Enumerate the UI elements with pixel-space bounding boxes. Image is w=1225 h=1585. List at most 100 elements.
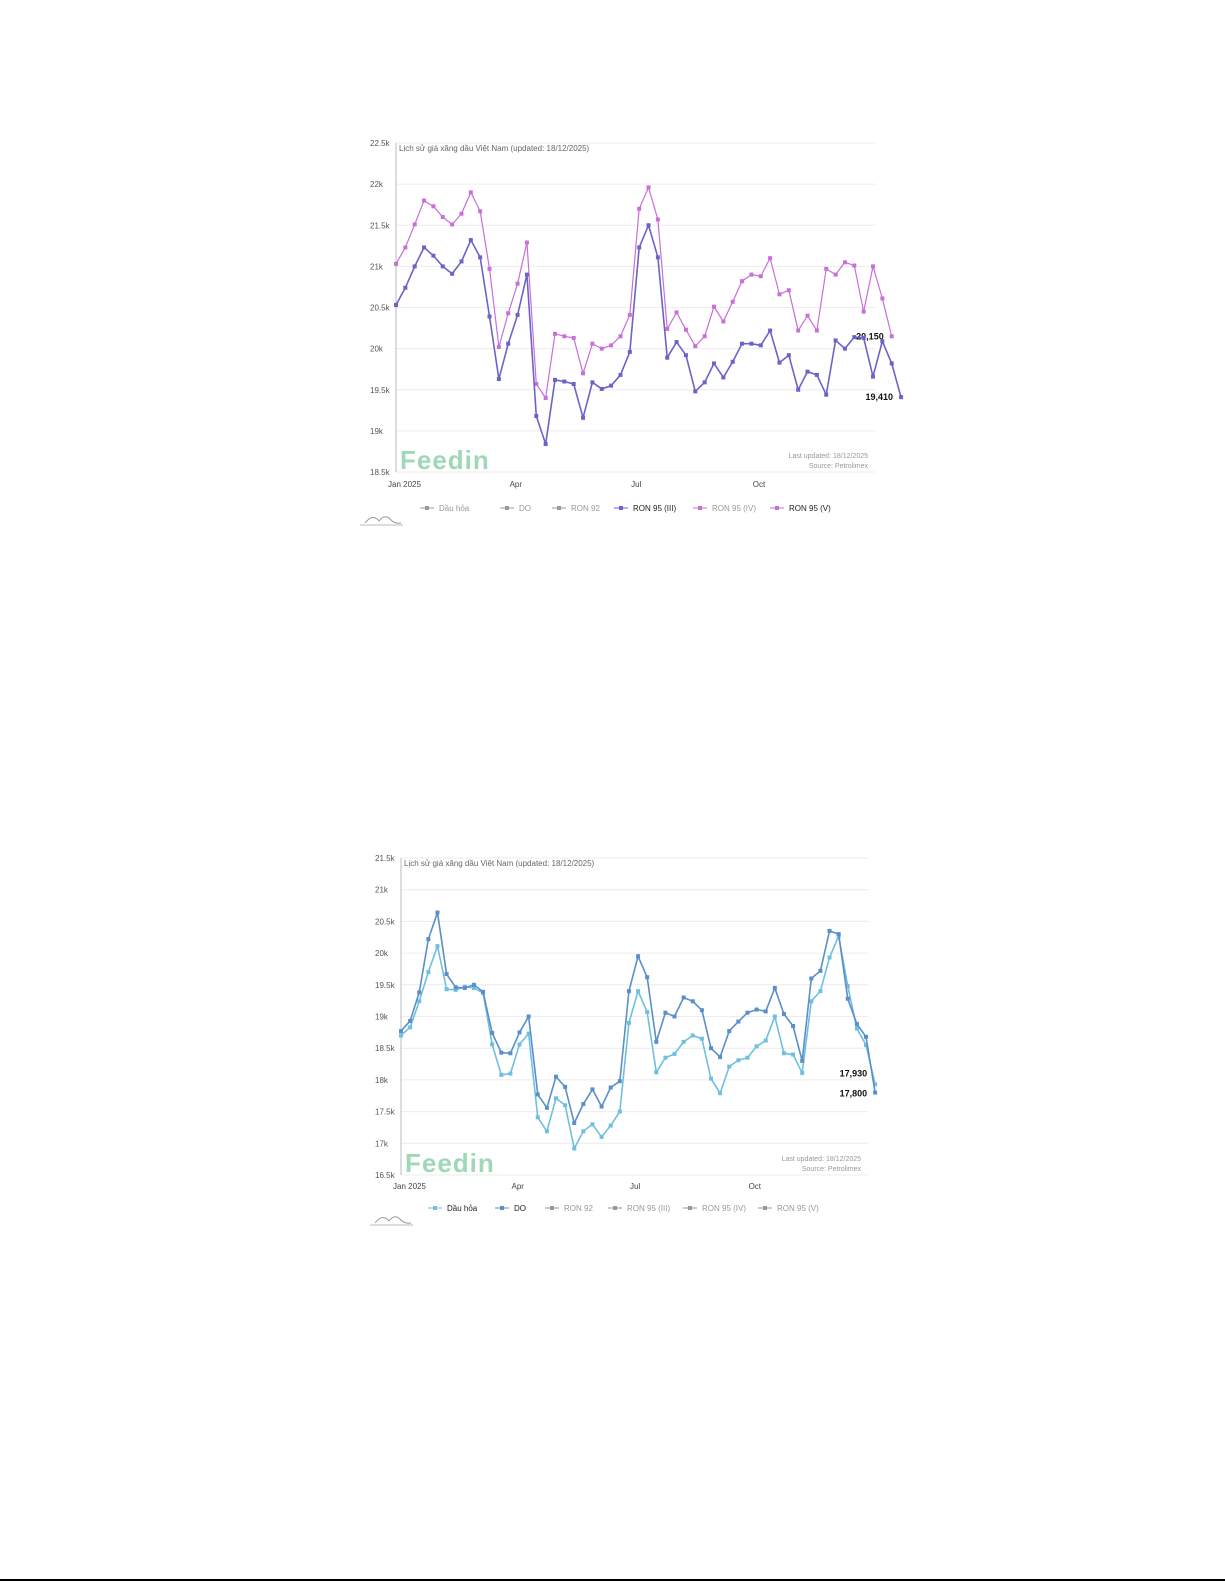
legend-item[interactable]: RON 95 (V) xyxy=(770,504,831,513)
data-point xyxy=(608,1123,613,1128)
x-tick-label: Apr xyxy=(512,1182,525,1191)
data-point xyxy=(772,1014,777,1019)
end-value-label: 20,150 xyxy=(856,331,884,341)
data-point xyxy=(736,1019,741,1024)
data-point xyxy=(781,1011,786,1016)
data-point xyxy=(490,1030,495,1035)
data-point xyxy=(646,185,651,190)
y-tick-label: 21k xyxy=(375,886,389,895)
data-point xyxy=(690,999,695,1004)
data-point xyxy=(645,975,650,980)
data-point xyxy=(683,327,688,332)
y-tick-label: 22k xyxy=(370,180,384,189)
data-point xyxy=(777,360,782,365)
data-point xyxy=(786,288,791,293)
data-point xyxy=(654,1070,659,1075)
y-tick-label: 18.5k xyxy=(375,1044,396,1053)
data-point xyxy=(468,238,473,243)
data-point xyxy=(618,334,623,339)
data-point xyxy=(554,1074,558,1079)
legend-item[interactable]: RON 95 (IV) xyxy=(683,1204,746,1213)
legend-label: RON 92 xyxy=(571,504,600,513)
data-point xyxy=(786,353,791,358)
data-point xyxy=(709,1046,713,1051)
legend-item[interactable]: RON 95 (III) xyxy=(614,504,676,513)
data-point xyxy=(672,1051,677,1056)
data-point xyxy=(681,1039,686,1044)
legend-swatch-marker xyxy=(550,1206,554,1210)
data-point xyxy=(754,1007,759,1012)
legend-item[interactable]: RON 95 (IV) xyxy=(693,504,756,513)
data-point xyxy=(506,341,511,346)
data-point xyxy=(453,985,458,990)
legend-item[interactable]: Dầu hỏa xyxy=(420,504,470,513)
data-point xyxy=(637,245,642,250)
data-point xyxy=(845,996,850,1001)
data-point xyxy=(712,304,716,309)
data-point xyxy=(636,989,641,994)
x-tick-label: Jul xyxy=(631,480,641,489)
page-footer-rule xyxy=(0,1579,1225,1581)
data-point xyxy=(478,255,483,260)
y-tick-label: 22.5k xyxy=(370,139,391,148)
data-point xyxy=(854,1022,859,1027)
legend-item[interactable]: RON 95 (V) xyxy=(758,1204,819,1213)
legend-swatch-marker xyxy=(505,506,509,510)
data-point xyxy=(626,1020,631,1025)
data-point xyxy=(809,976,814,981)
navigator-icon[interactable] xyxy=(360,516,403,526)
legend-item[interactable]: DO xyxy=(500,504,531,513)
legend-label: DO xyxy=(519,504,531,513)
data-point xyxy=(665,355,670,360)
data-point xyxy=(749,272,754,277)
y-tick-label: 19k xyxy=(370,427,384,436)
data-point xyxy=(508,1071,513,1076)
data-point xyxy=(627,312,632,317)
data-point xyxy=(440,215,445,220)
legend-item[interactable]: RON 92 xyxy=(552,504,600,513)
data-point xyxy=(690,1033,695,1038)
data-point xyxy=(663,1010,668,1015)
data-point xyxy=(727,1064,732,1069)
legend-item[interactable]: DO xyxy=(495,1204,526,1213)
data-point xyxy=(444,987,449,992)
data-point xyxy=(754,1044,759,1049)
data-point xyxy=(800,1058,805,1063)
data-point xyxy=(444,972,449,977)
data-point xyxy=(590,1122,595,1127)
data-point xyxy=(468,190,473,195)
data-point xyxy=(417,999,422,1004)
x-tick-label: Oct xyxy=(749,1182,762,1191)
data-point xyxy=(758,343,763,348)
legend-item[interactable]: Dầu hỏa xyxy=(428,1204,478,1213)
data-point xyxy=(709,1076,713,1081)
legend-item[interactable]: RON 92 xyxy=(545,1204,593,1213)
data-point xyxy=(730,359,735,364)
data-point xyxy=(681,995,686,1000)
data-point xyxy=(499,1072,504,1077)
data-point xyxy=(842,346,847,351)
data-point xyxy=(459,211,464,216)
legend-item[interactable]: RON 95 (III) xyxy=(608,1204,670,1213)
data-point xyxy=(581,1101,586,1106)
data-point xyxy=(394,261,398,266)
data-point xyxy=(626,989,631,994)
series-line xyxy=(395,185,893,400)
data-point xyxy=(749,341,754,346)
data-point xyxy=(534,381,539,386)
feedin-watermark: Feedin xyxy=(400,445,490,475)
y-tick-label: 17.5k xyxy=(375,1108,396,1117)
x-tick-label: Oct xyxy=(753,480,766,489)
data-point xyxy=(562,379,567,384)
legend-swatch-marker xyxy=(763,1206,767,1210)
data-point xyxy=(727,1029,732,1034)
data-point xyxy=(399,1033,403,1038)
data-point xyxy=(426,937,431,942)
y-tick-label: 19.5k xyxy=(375,981,396,990)
legend-swatch-marker xyxy=(613,1206,617,1210)
navigator-icon[interactable] xyxy=(370,1216,413,1226)
data-point xyxy=(712,361,716,366)
data-point xyxy=(412,264,417,269)
chart-diesel-kerosene-svg: 16.5k 17k 17.5k 18k 18.5k 19k 19.5k 20k 20.5k 21k… xyxy=(370,854,878,1226)
legend-label: RON 95 (IV) xyxy=(702,1204,746,1213)
